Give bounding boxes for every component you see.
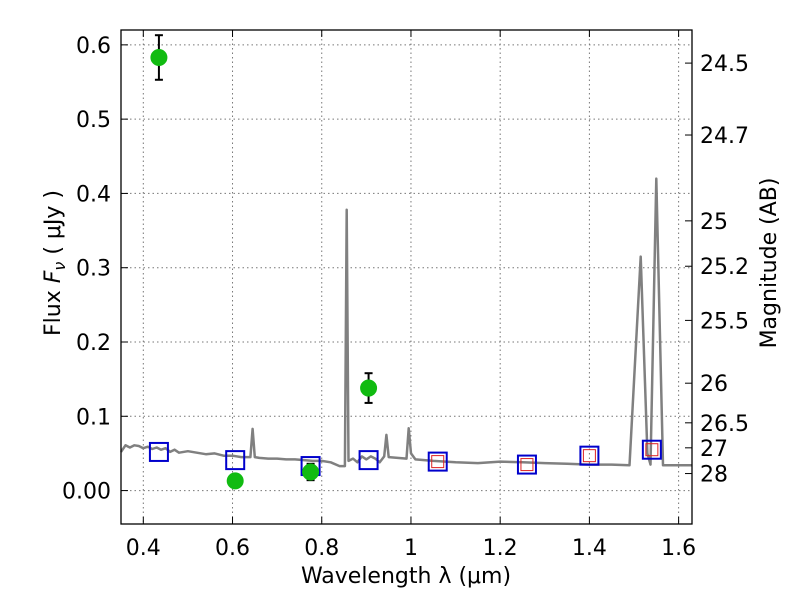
- y2-tick-label: 26: [700, 372, 728, 397]
- x-tick-label: 1.6: [661, 536, 696, 561]
- y2-tick-label: 25: [700, 210, 728, 235]
- model-square-ir-inner: [520, 458, 534, 472]
- observed-point: [302, 463, 320, 481]
- axes-frame: [120, 29, 693, 525]
- observed-point: [360, 379, 378, 397]
- x-tick-label: 0.6: [215, 536, 250, 561]
- y-tick-label: 0.6: [76, 34, 111, 59]
- model-square-ir-inner: [431, 455, 445, 469]
- x-tick-label: 0.8: [304, 536, 339, 561]
- y-tick-label: 0.4: [76, 182, 111, 207]
- y-tick-label: 0.00: [62, 480, 111, 505]
- y-tick-label: 0.5: [76, 108, 111, 133]
- x-tick-label: 0.4: [126, 536, 161, 561]
- y2-tick-label: 25.5: [700, 309, 749, 334]
- grid-lines: [121, 30, 692, 524]
- model-square-ir: [427, 451, 448, 472]
- x-tick-label: 1.4: [572, 536, 607, 561]
- x-tick-label: 1: [404, 536, 418, 561]
- y-tick-label: 0.3: [76, 257, 111, 282]
- y2-tick-label: 24.5: [700, 52, 749, 77]
- model-square: [358, 450, 379, 471]
- y-axis-label-prefix: Flux: [41, 283, 66, 336]
- y-axis-label-sub: ν: [50, 262, 69, 271]
- model-square-ir: [641, 439, 662, 460]
- observed-point: [226, 472, 244, 490]
- y2-tick-label: 25.2: [700, 255, 749, 280]
- y-axis-label: Flux Fν ( μJy ): [41, 190, 69, 336]
- y-tick-label: 0.2: [76, 331, 111, 356]
- observed-point: [150, 48, 168, 66]
- model-square: [148, 441, 169, 462]
- y-axis-label-suffix: ( μJy ): [41, 190, 66, 262]
- axis-ticks: 0.4 0.6 0.8 1 1.2 1.4 1.6 0.00 0.1 0.2 0.3 0.4 0.5 0.…: [62, 30, 749, 561]
- y-axis-label-var: F: [41, 270, 66, 283]
- model-square-ir: [579, 445, 600, 466]
- y2-axis-label: Magnitude (AB): [757, 178, 782, 349]
- x-tick-label: 1.2: [483, 536, 518, 561]
- y2-tick-label: 27: [700, 437, 728, 462]
- y2-tick-label: 28: [700, 463, 728, 488]
- y-tick-label: 0.1: [76, 405, 111, 430]
- y2-tick-label: 26.5: [700, 412, 749, 437]
- sed-line: [119, 177, 692, 468]
- x-axis-label: Wavelength λ (μm): [301, 564, 511, 589]
- model-square-ir: [516, 454, 537, 475]
- model-square: [225, 450, 246, 471]
- plot-area: [119, 34, 692, 490]
- model-square-ir-inner: [645, 443, 659, 457]
- model-square-ir-inner: [582, 449, 596, 463]
- y2-tick-label: 24.7: [700, 124, 749, 149]
